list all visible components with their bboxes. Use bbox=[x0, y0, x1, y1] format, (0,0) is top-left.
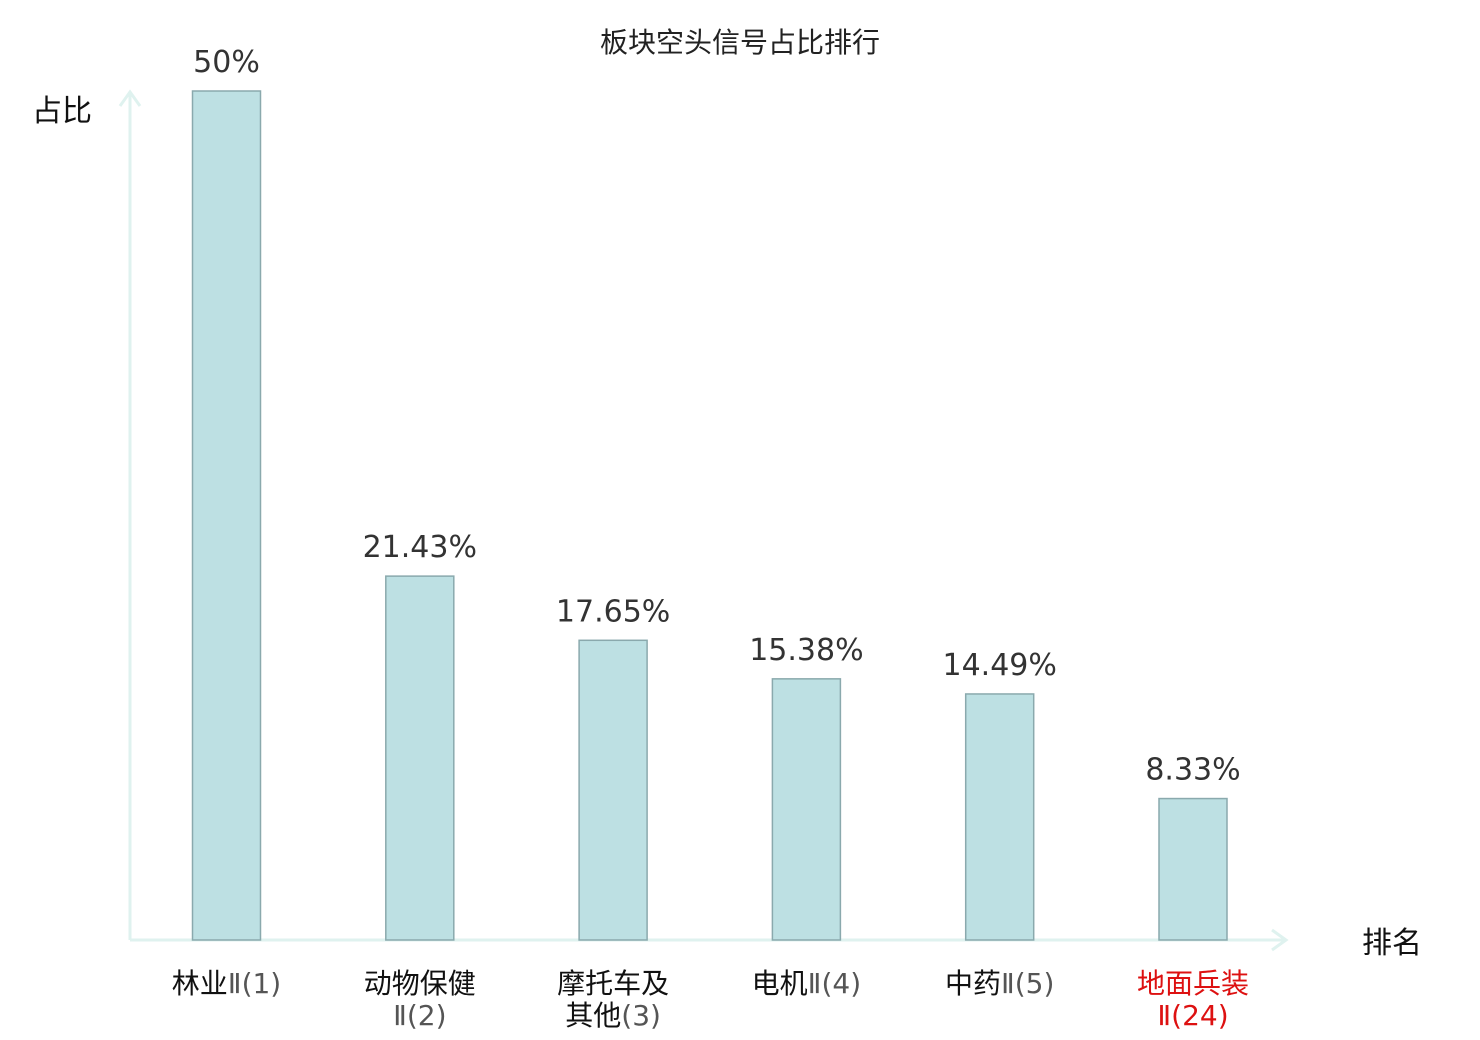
value-label-1: 50% bbox=[193, 45, 260, 80]
category-labels: 林业Ⅱ(1) 动物保健 Ⅱ(2) 摩托车及其他(3) 电机Ⅱ(4) 中药Ⅱ(5) 地面兵装 Ⅱ… bbox=[172, 967, 1249, 1032]
bars bbox=[191, 90, 1228, 941]
value-label-6: 8.33% bbox=[1145, 753, 1240, 788]
bar-5 bbox=[964, 693, 1035, 941]
chart-title: 板块空头信号占比排行 bbox=[600, 26, 880, 59]
category-label-3: 摩托车及其他(3) bbox=[557, 967, 669, 1032]
bar-6 bbox=[1158, 797, 1228, 941]
category-label-1: 林业Ⅱ(1) bbox=[172, 967, 281, 1000]
x-axis bbox=[130, 928, 1289, 952]
value-label-5: 14.49% bbox=[943, 648, 1057, 683]
y-axis-label: 占比 bbox=[32, 94, 92, 129]
bar-2 bbox=[385, 575, 455, 941]
category-label-4: 电机Ⅱ(4) bbox=[752, 967, 861, 1000]
x-axis-label: 排名 bbox=[1362, 926, 1422, 961]
value-label-2: 21.43% bbox=[363, 530, 477, 565]
bar-4 bbox=[771, 678, 842, 941]
y-axis-arrow-icon bbox=[118, 89, 142, 107]
category-label-2: 动物保健 Ⅱ(2) bbox=[364, 967, 476, 1032]
category-label-6: 地面兵装 Ⅱ(24) bbox=[1137, 967, 1249, 1032]
bar-1 bbox=[191, 90, 262, 941]
x-axis-arrow-icon bbox=[1271, 928, 1289, 952]
value-label-4: 15.38% bbox=[749, 633, 863, 668]
value-labels: 50% 21.43% 17.65% 15.38% 14.49% 8.33% bbox=[193, 45, 1241, 788]
category-label-5: 中药Ⅱ(5) bbox=[945, 967, 1054, 1000]
y-axis bbox=[118, 89, 142, 940]
bar-3 bbox=[578, 639, 648, 941]
value-label-3: 17.65% bbox=[556, 594, 670, 629]
